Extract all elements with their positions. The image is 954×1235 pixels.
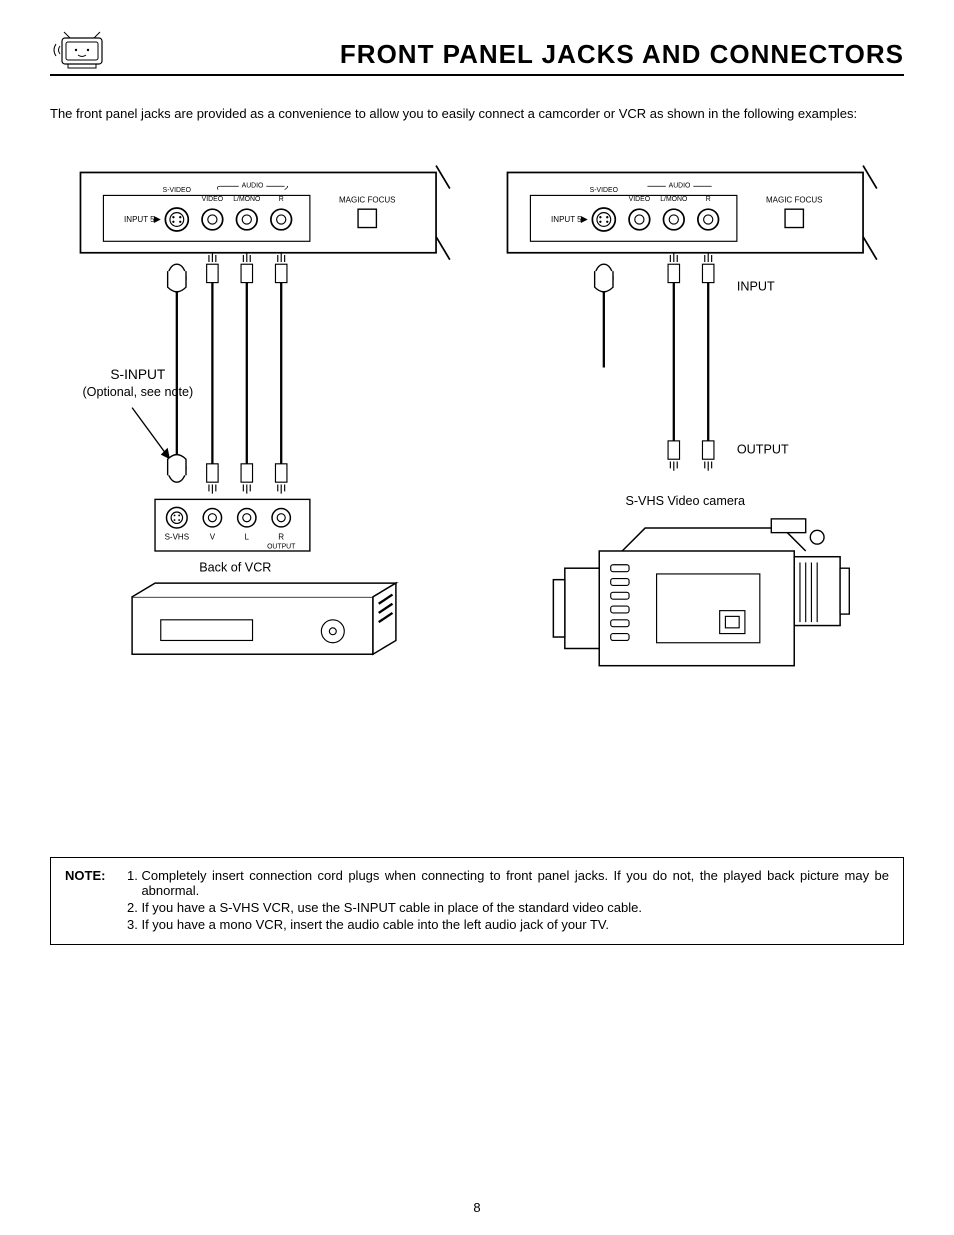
v-label: V (209, 533, 215, 542)
camera-label: S-VHS Video camera (625, 494, 746, 508)
diagram-camera: INPUT 5 S-VIDEO AUDIO VIDEO L/MONO R MAG… (496, 161, 886, 717)
input5-label: INPUT 5 (124, 215, 155, 224)
tv-mascot-logo (50, 30, 110, 70)
svg-text:AUDIO: AUDIO (668, 182, 690, 189)
rca-cables-left (206, 253, 286, 494)
intro-text: The front panel jacks are provided as a … (50, 106, 904, 121)
vcr-unit-icon (132, 583, 396, 654)
note-list: Completely insert connection cord plugs … (123, 868, 889, 934)
svg-text:L/MONO: L/MONO (233, 196, 261, 203)
note-label: NOTE: (65, 868, 105, 934)
rca-cables-right (668, 253, 714, 471)
svg-text:R: R (278, 196, 283, 203)
output-label-r: OUTPUT (736, 442, 788, 456)
note-box: NOTE: Completely insert connection cord … (50, 857, 904, 945)
svideo-label: S-VIDEO (162, 187, 191, 194)
note-item: Completely insert connection cord plugs … (141, 868, 889, 898)
diagram-vcr: INPUT 5 S-VIDEO AUDIO VIDEO L/MON (69, 161, 459, 717)
svg-text:S-VIDEO: S-VIDEO (589, 187, 618, 194)
magic-focus-label: MAGIC FOCUS (338, 195, 395, 204)
svg-text:L/MONO: L/MONO (660, 196, 688, 203)
svideo-cable-r (594, 264, 612, 367)
page-number: 8 (0, 1200, 954, 1215)
svhs-label: S-VHS (164, 533, 189, 542)
audio-label: AUDIO (241, 182, 263, 189)
input-label: INPUT (736, 280, 774, 294)
svg-text:VIDEO: VIDEO (628, 196, 650, 203)
svg-text:INPUT 5: INPUT 5 (551, 215, 582, 224)
svg-text:MAGIC FOCUS: MAGIC FOCUS (765, 195, 822, 204)
note-item: If you have a mono VCR, insert the audio… (141, 917, 889, 932)
svg-text:R: R (705, 196, 710, 203)
svg-text:VIDEO: VIDEO (201, 196, 223, 203)
output-label: OUTPUT (267, 544, 296, 551)
back-of-vcr-label: Back of VCR (199, 561, 271, 575)
camcorder-icon (553, 519, 849, 666)
page: FRONT PANEL JACKS AND CONNECTORS The fro… (0, 0, 954, 1235)
l-label: L (244, 533, 249, 542)
header: FRONT PANEL JACKS AND CONNECTORS (50, 30, 904, 76)
s-input-label: S-INPUT (110, 367, 166, 382)
r-label: R (278, 533, 284, 542)
page-title: FRONT PANEL JACKS AND CONNECTORS (130, 39, 904, 70)
note-item: If you have a S-VHS VCR, use the S-INPUT… (141, 900, 889, 915)
svideo-cable (167, 264, 185, 482)
diagrams-row: INPUT 5 S-VIDEO AUDIO VIDEO L/MON (50, 161, 904, 717)
